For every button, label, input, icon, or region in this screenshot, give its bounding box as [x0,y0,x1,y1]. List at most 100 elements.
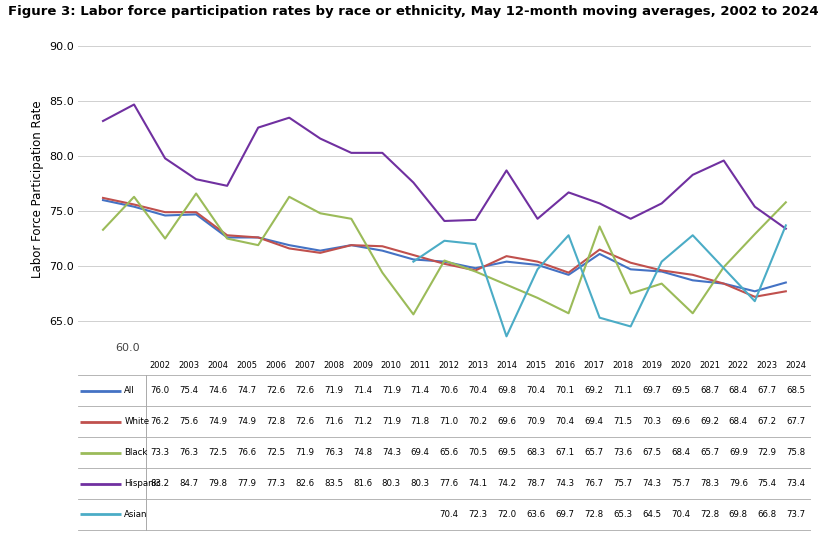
Text: 2019: 2019 [641,361,663,370]
Text: 83.5: 83.5 [324,479,343,488]
Text: 78.7: 78.7 [527,479,546,488]
Text: 67.5: 67.5 [642,448,661,457]
Text: 72.8: 72.8 [266,417,286,426]
Text: 63.6: 63.6 [527,510,546,519]
Text: 74.7: 74.7 [237,386,256,395]
Text: 65.6: 65.6 [439,448,458,457]
Text: 72.3: 72.3 [468,510,488,519]
Text: 76.7: 76.7 [584,479,603,488]
Text: 72.6: 72.6 [295,386,314,395]
Text: Black: Black [124,448,147,457]
Text: 73.7: 73.7 [787,510,806,519]
Text: 70.4: 70.4 [671,510,690,519]
Text: 69.5: 69.5 [498,448,517,457]
Text: 71.4: 71.4 [353,386,372,395]
Text: 70.4: 70.4 [527,386,546,395]
Text: 68.7: 68.7 [700,386,719,395]
Text: 74.9: 74.9 [237,417,256,426]
Text: 73.3: 73.3 [151,448,170,457]
Text: 70.6: 70.6 [439,386,458,395]
Text: 70.9: 70.9 [527,417,546,426]
Text: 72.8: 72.8 [584,510,603,519]
Text: 69.7: 69.7 [556,510,574,519]
Text: 2014: 2014 [496,361,518,370]
Text: 69.6: 69.6 [498,417,517,426]
Text: 79.6: 79.6 [729,479,748,488]
Text: 67.1: 67.1 [556,448,574,457]
Text: 77.9: 77.9 [237,479,256,488]
Text: 74.6: 74.6 [208,386,227,395]
Text: 74.8: 74.8 [353,448,372,457]
Text: 71.1: 71.1 [613,386,632,395]
Text: 67.2: 67.2 [758,417,777,426]
Text: 71.4: 71.4 [411,386,430,395]
Text: 74.9: 74.9 [208,417,227,426]
Text: 2023: 2023 [756,361,778,370]
Y-axis label: Labor Force Participation Rate: Labor Force Participation Rate [30,100,44,278]
Text: 72.6: 72.6 [266,386,286,395]
Text: 65.3: 65.3 [613,510,632,519]
Text: 2021: 2021 [699,361,720,370]
Text: 75.4: 75.4 [758,479,777,488]
Text: 70.3: 70.3 [642,417,661,426]
Text: 68.5: 68.5 [787,386,806,395]
Text: 71.9: 71.9 [382,386,401,395]
Text: 76.0: 76.0 [151,386,170,395]
Text: 76.6: 76.6 [237,448,256,457]
Text: 68.4: 68.4 [729,386,748,395]
Text: 84.7: 84.7 [179,479,198,488]
Text: All: All [124,386,135,395]
Text: 72.8: 72.8 [700,510,719,519]
Text: 2017: 2017 [584,361,604,370]
Text: 71.2: 71.2 [353,417,372,426]
Text: 70.2: 70.2 [468,417,488,426]
Text: 69.4: 69.4 [411,448,430,457]
Text: 76.3: 76.3 [179,448,198,457]
Text: 69.2: 69.2 [584,386,603,395]
Text: 82.6: 82.6 [295,479,314,488]
Text: 2005: 2005 [236,361,258,370]
Text: 2004: 2004 [207,361,228,370]
Text: 69.5: 69.5 [671,386,690,395]
Text: 2009: 2009 [352,361,373,370]
Text: 71.5: 71.5 [613,417,632,426]
Text: 72.0: 72.0 [497,510,517,519]
Text: 2013: 2013 [467,361,489,370]
Text: 74.3: 74.3 [382,448,401,457]
Text: 72.6: 72.6 [295,417,314,426]
Text: 2015: 2015 [525,361,546,370]
Text: 74.1: 74.1 [468,479,488,488]
Text: 2022: 2022 [728,361,749,370]
Text: 83.2: 83.2 [151,479,170,488]
Text: 72.5: 72.5 [266,448,286,457]
Text: 69.7: 69.7 [642,386,661,395]
Text: 79.8: 79.8 [208,479,227,488]
Text: 2007: 2007 [294,361,315,370]
Text: 71.9: 71.9 [324,386,343,395]
Text: 70.4: 70.4 [439,510,458,519]
Text: 2002: 2002 [150,361,170,370]
Text: 67.7: 67.7 [758,386,777,395]
Text: Figure 3: Labor force participation rates by race or ethnicity, May 12-month mov: Figure 3: Labor force participation rate… [8,5,819,18]
Text: 69.9: 69.9 [729,448,748,457]
Text: 2003: 2003 [179,361,199,370]
Text: 2006: 2006 [265,361,286,370]
Text: 69.2: 69.2 [700,417,719,426]
Text: 74.3: 74.3 [556,479,574,488]
Text: 68.4: 68.4 [671,448,690,457]
Text: 2016: 2016 [555,361,575,370]
Text: 68.3: 68.3 [527,448,546,457]
Text: 66.8: 66.8 [758,510,777,519]
Text: 73.6: 73.6 [613,448,632,457]
Text: 69.8: 69.8 [498,386,517,395]
Text: 72.5: 72.5 [208,448,227,457]
Text: 2020: 2020 [670,361,691,370]
Text: 72.9: 72.9 [758,448,777,457]
Text: 71.0: 71.0 [439,417,458,426]
Text: 68.4: 68.4 [729,417,748,426]
Text: 71.9: 71.9 [295,448,314,457]
Text: 65.7: 65.7 [584,448,603,457]
Text: 69.4: 69.4 [584,417,603,426]
Text: 2012: 2012 [439,361,460,370]
Text: 71.9: 71.9 [382,417,401,426]
